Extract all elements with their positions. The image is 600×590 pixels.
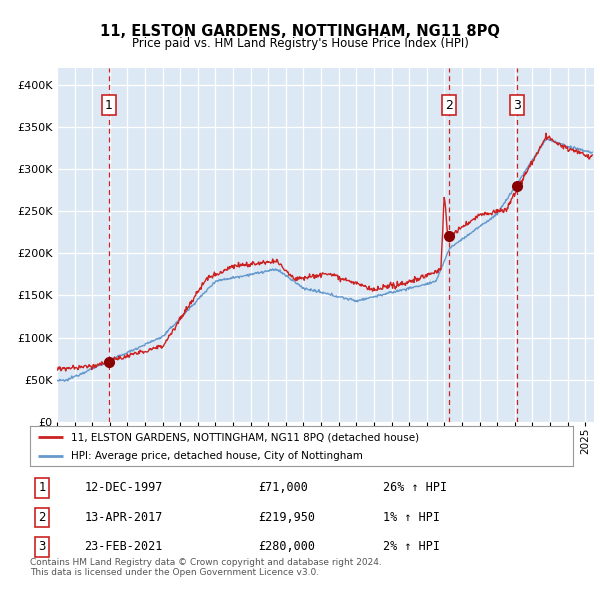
Text: 12-DEC-1997: 12-DEC-1997 [85,481,163,494]
Text: 3: 3 [38,540,46,553]
Text: £280,000: £280,000 [258,540,315,553]
Text: 11, ELSTON GARDENS, NOTTINGHAM, NG11 8PQ: 11, ELSTON GARDENS, NOTTINGHAM, NG11 8PQ [100,24,500,38]
Text: 2: 2 [445,99,453,112]
Text: 23-FEB-2021: 23-FEB-2021 [85,540,163,553]
Text: 3: 3 [514,99,521,112]
Text: 2% ↑ HPI: 2% ↑ HPI [383,540,440,553]
Text: £219,950: £219,950 [258,511,315,524]
Text: 11, ELSTON GARDENS, NOTTINGHAM, NG11 8PQ (detached house): 11, ELSTON GARDENS, NOTTINGHAM, NG11 8PQ… [71,432,419,442]
Text: Price paid vs. HM Land Registry's House Price Index (HPI): Price paid vs. HM Land Registry's House … [131,37,469,50]
Text: HPI: Average price, detached house, City of Nottingham: HPI: Average price, detached house, City… [71,451,362,461]
Text: 13-APR-2017: 13-APR-2017 [85,511,163,524]
Text: £71,000: £71,000 [258,481,308,494]
Text: 1: 1 [38,481,46,494]
Text: 2: 2 [38,511,46,524]
Text: 1: 1 [105,99,113,112]
Text: 1% ↑ HPI: 1% ↑ HPI [383,511,440,524]
Text: Contains HM Land Registry data © Crown copyright and database right 2024.
This d: Contains HM Land Registry data © Crown c… [30,558,382,577]
Text: 26% ↑ HPI: 26% ↑ HPI [383,481,447,494]
